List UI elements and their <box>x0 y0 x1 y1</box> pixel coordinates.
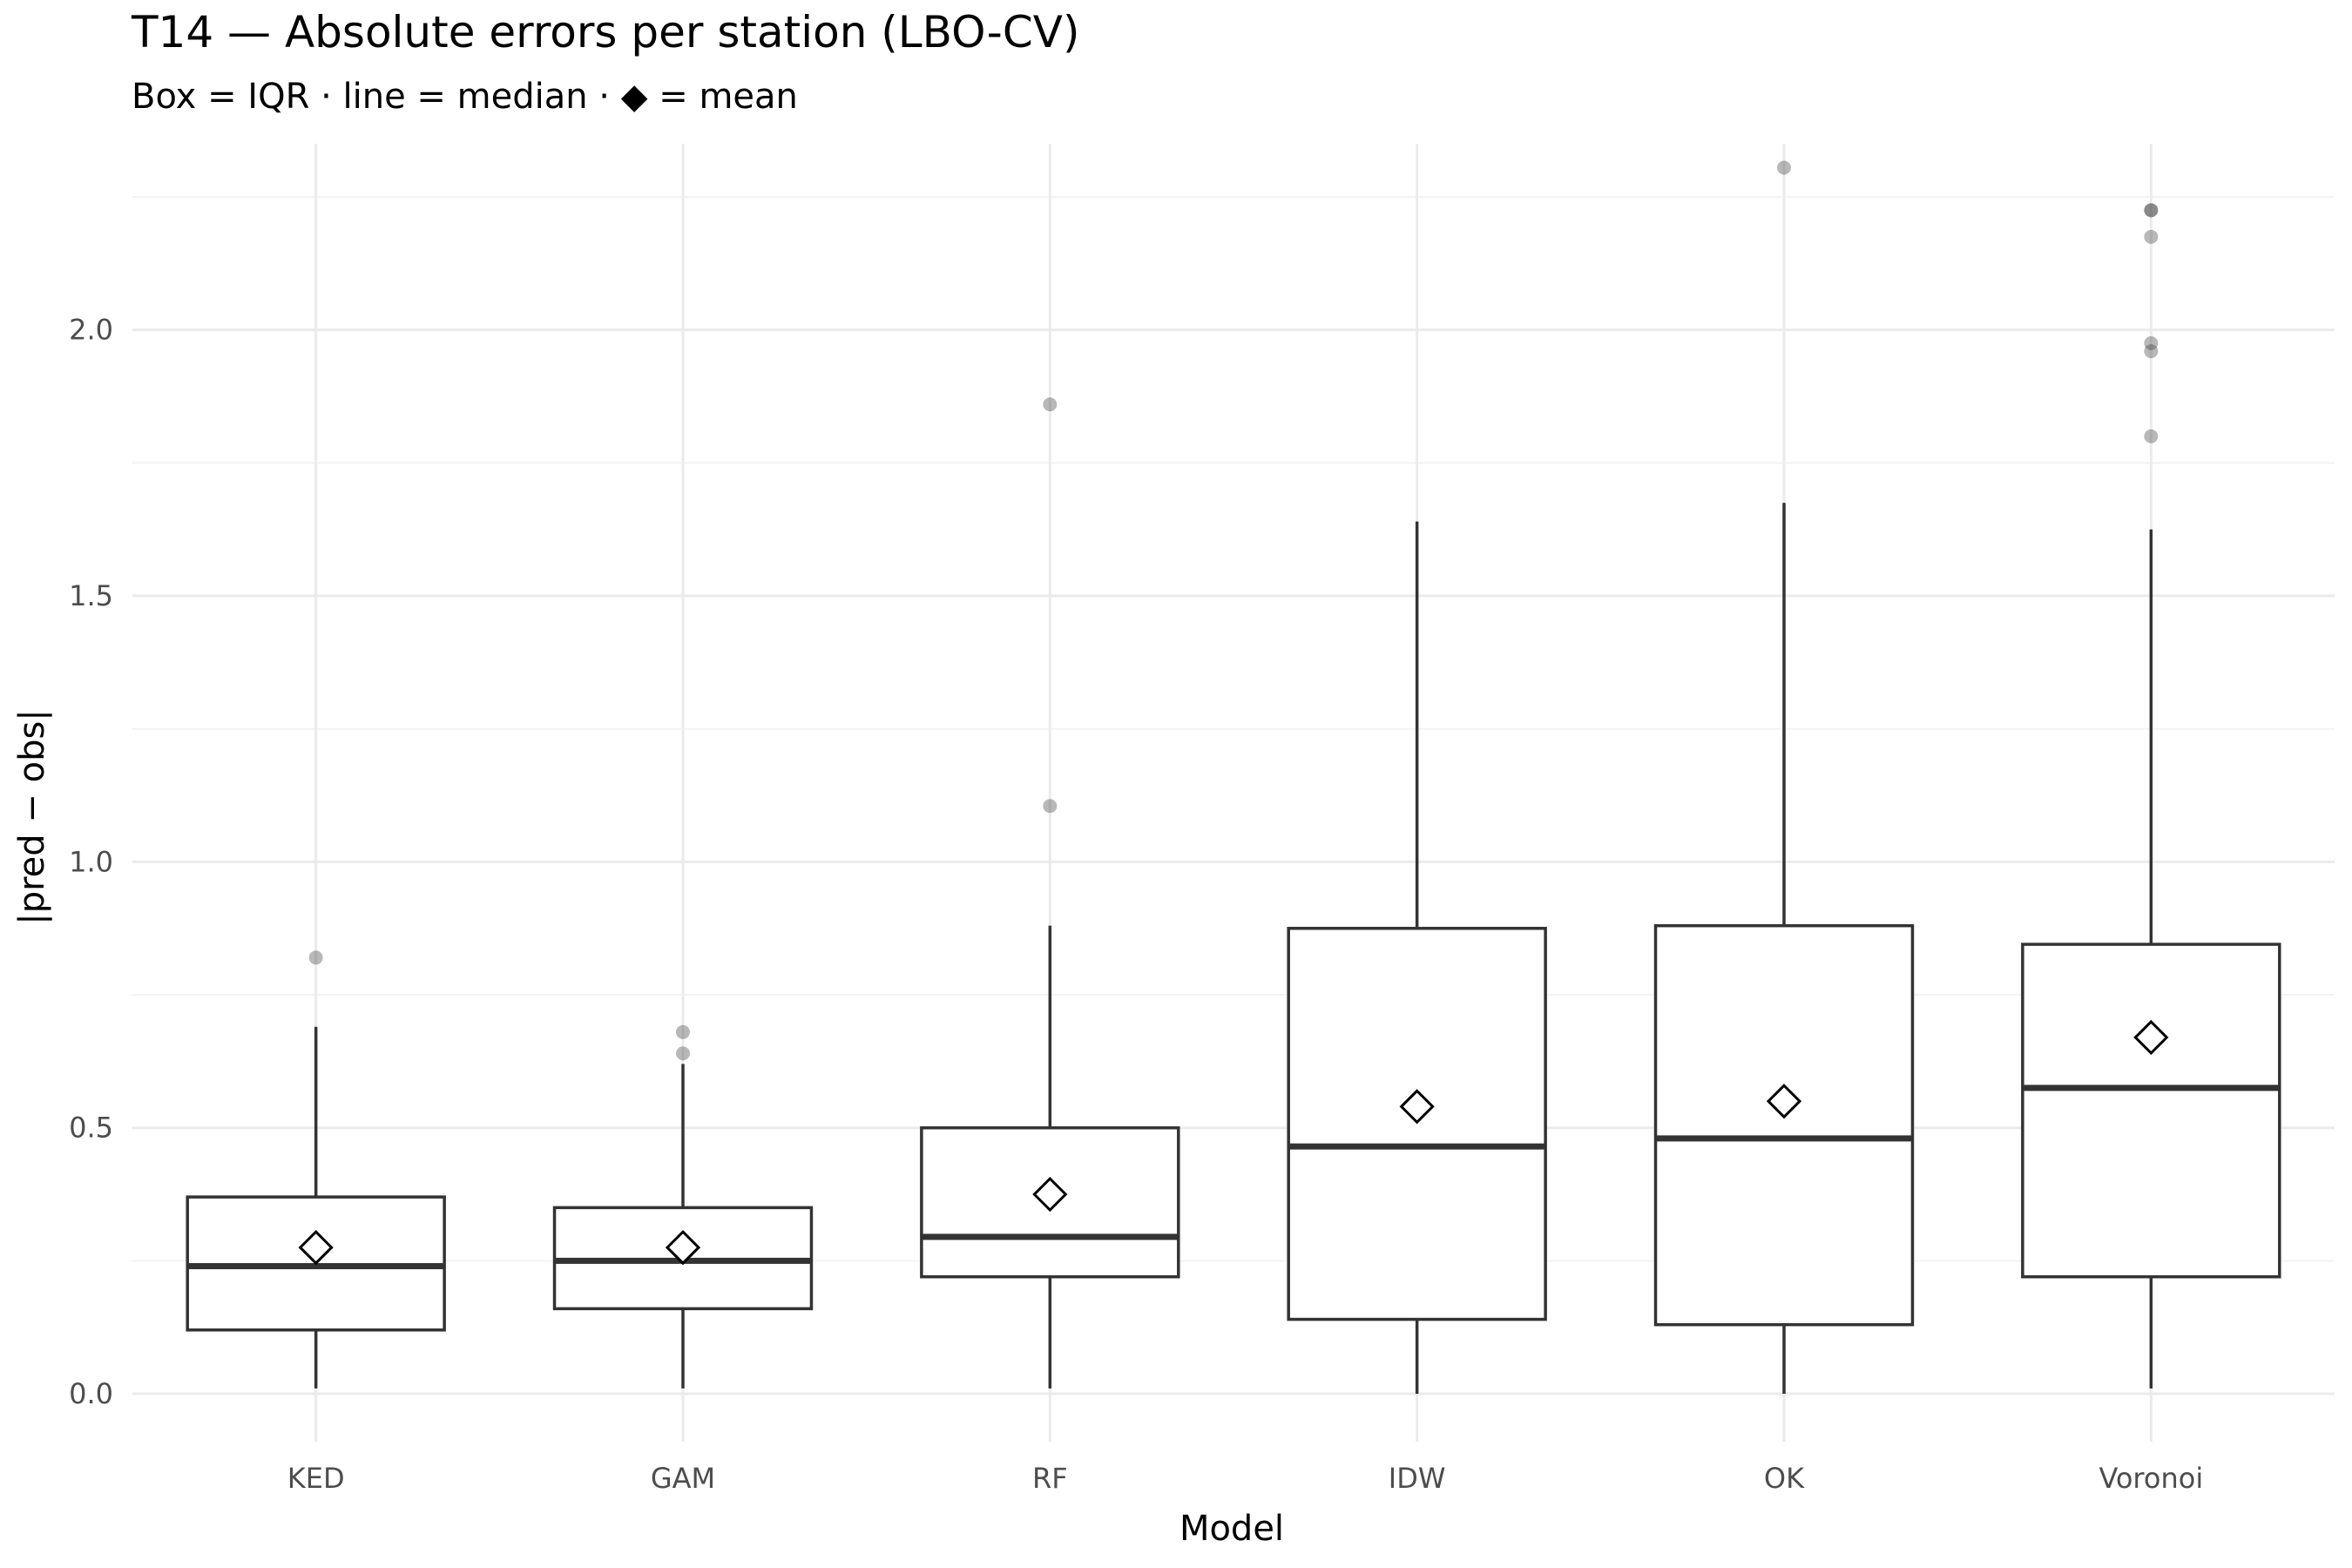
outlier-point <box>1777 160 1791 175</box>
outlier-point <box>308 950 323 965</box>
x-tick-label: GAM <box>651 1462 715 1495</box>
x-tick-label: KED <box>287 1462 345 1495</box>
mean-marker <box>1399 1089 1435 1125</box>
x-tick-label: Voronoi <box>2099 1462 2203 1495</box>
y-tick-label: 1.5 <box>69 579 113 612</box>
iqr-box <box>2021 943 2281 1279</box>
outlier-point <box>1043 397 1058 412</box>
outlier-point <box>2144 229 2159 244</box>
mean-marker <box>298 1229 334 1266</box>
box-gam <box>552 1024 814 1389</box>
outlier-point <box>2144 429 2159 443</box>
x-tick-label: OK <box>1764 1462 1805 1495</box>
iqr-box <box>1653 923 1915 1327</box>
y-axis-title: |pred − obs| <box>12 709 52 925</box>
x-tick-label: IDW <box>1389 1462 1446 1495</box>
minor-gridlines <box>132 196 2335 1262</box>
x-axis-ticks: KED GAM RF IDW OK Voronoi <box>287 1462 2203 1495</box>
major-gridlines <box>132 144 2335 1442</box>
x-axis-title: Model <box>1179 1509 1284 1549</box>
mean-marker <box>665 1229 701 1266</box>
outlier-point <box>2144 203 2159 218</box>
outlier-point <box>2144 335 2159 350</box>
outlier-point <box>676 1046 690 1061</box>
box-ok <box>1653 160 1915 1395</box>
y-tick-label: 1.0 <box>69 845 113 878</box>
outlier-point <box>676 1024 690 1039</box>
y-tick-label: 2.0 <box>69 314 113 347</box>
outlier-point <box>1043 799 1058 814</box>
box-series <box>186 160 2281 1395</box>
y-axis-ticks: 0.0 0.5 1.0 1.5 2.0 <box>69 314 113 1410</box>
box-idw <box>1287 521 1547 1395</box>
box-voronoi <box>2021 203 2281 1389</box>
mean-marker <box>1766 1084 1802 1119</box>
outlier-point <box>2144 344 2159 359</box>
x-tick-label: RF <box>1032 1462 1068 1495</box>
chart-subtitle: Box = IQR · line = median · ◆ = mean <box>132 77 798 117</box>
mean-marker <box>2133 1019 2169 1056</box>
box-ked <box>186 950 446 1389</box>
mean-marker <box>1032 1176 1068 1213</box>
y-tick-label: 0.0 <box>69 1377 113 1410</box>
y-tick-label: 0.5 <box>69 1112 113 1145</box>
outlier-point <box>2144 203 2159 218</box>
box-rf <box>920 397 1180 1389</box>
chart-title: T14 — Absolute errors per station (LBO-C… <box>132 7 1080 57</box>
